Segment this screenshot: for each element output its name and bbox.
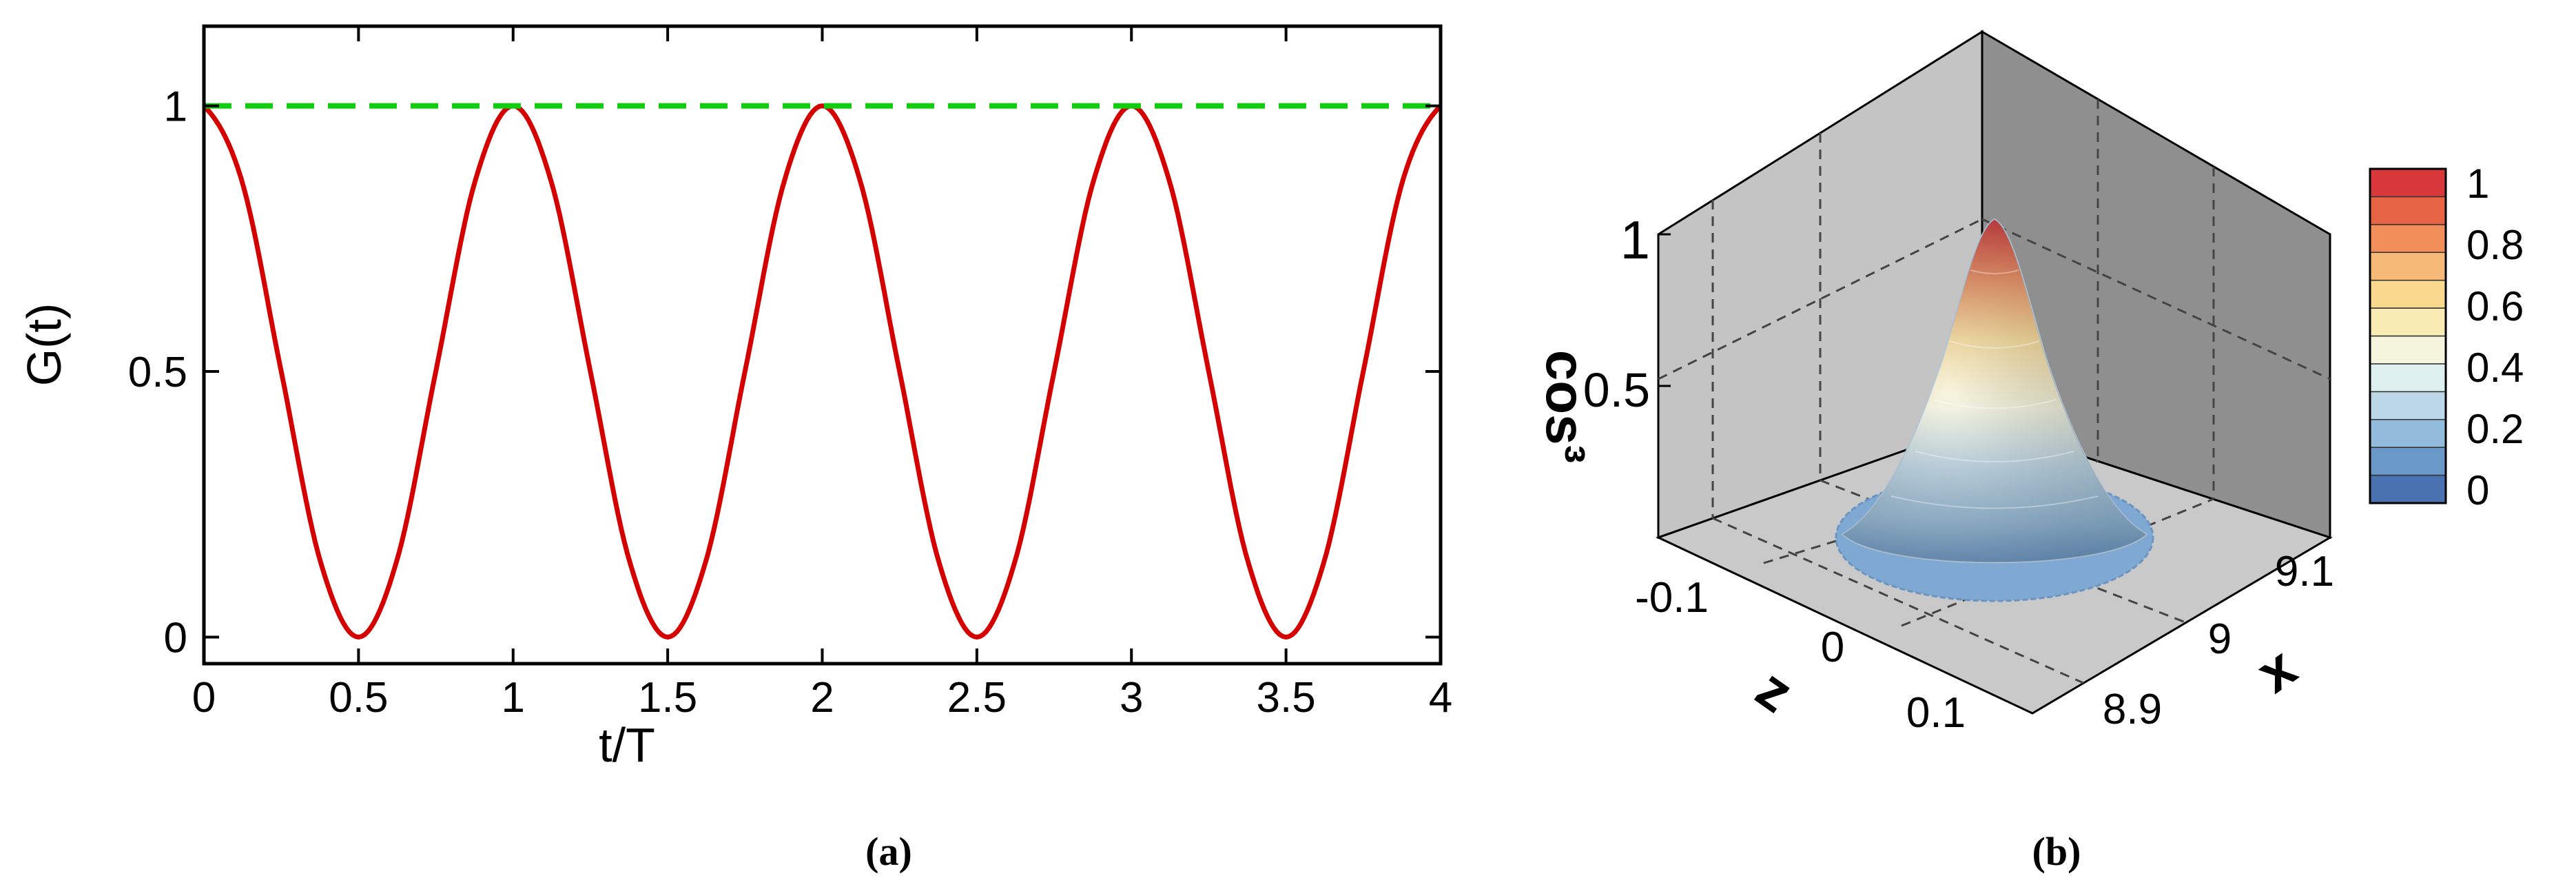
panel-b-surface-chart: 1 0.5 cos³ -0.1 0 0.1 z 8.9 9 9.1 x 0 0.2… <box>1535 30 2524 874</box>
surface-mesh-lines <box>1890 269 2099 509</box>
colorbar-segment <box>2369 252 2446 281</box>
colorbar-segment <box>2369 224 2446 254</box>
gaussian-surface <box>1835 218 2154 602</box>
colorbar-tick-label: 1 <box>2466 161 2489 207</box>
y-tick-label: 1 <box>164 83 187 131</box>
colorbar-tick-label: 0.4 <box>2466 345 2524 391</box>
depth-tick-label: 0 <box>1821 624 1844 671</box>
colorbar-tick-label: 0.2 <box>2466 406 2524 452</box>
x-tick-label: 4 <box>1429 674 1452 722</box>
z-tick-label: 0.5 <box>1583 363 1650 417</box>
x-tick-label: 2.5 <box>947 674 1007 722</box>
panel-a-line-chart: 0 0.5 1 1.5 2 2.5 3 3.5 4 0 0.5 1 t/T G(t) (a) <box>17 24 1452 874</box>
colorbar-segment <box>2369 363 2446 393</box>
colorbar-segment <box>2369 307 2446 337</box>
y-tick-label: 0.5 <box>128 349 187 396</box>
panel-b-caption: (b) <box>2032 829 2081 874</box>
colorbar-segment <box>2369 279 2446 309</box>
colorbar-segment <box>2369 447 2446 476</box>
x-axis-label-3d: x <box>2245 635 2307 705</box>
surface-shading <box>1842 219 2147 563</box>
x-tick-label: 9.1 <box>2275 548 2334 595</box>
z-axis: 1 0.5 cos³ <box>1535 210 1671 463</box>
x-tick-label: 3 <box>1120 674 1143 722</box>
colorbar-frame <box>2369 167 2447 504</box>
x-tick-label: 1.5 <box>638 674 697 722</box>
panel-a-x-axis-label: t/T <box>599 718 655 772</box>
colorbar: 0 0.2 0.4 0.6 0.8 1 <box>2369 161 2524 513</box>
series-line-g-t <box>202 103 1443 640</box>
colorbar-segment <box>2369 474 2446 504</box>
colorbar-segment <box>2369 168 2446 198</box>
panel-a-plot-frame <box>202 24 1443 666</box>
colorbar-segment <box>2369 335 2446 365</box>
x-tick-label: 2 <box>810 674 834 722</box>
panel-a-ticks-layer: 0 0.5 1 1.5 2 2.5 3 3.5 4 0 0.5 1 <box>128 26 1452 722</box>
colorbar-segment <box>2369 419 2446 448</box>
x-tick-label: 0 <box>192 674 216 722</box>
depth-axis-label: z <box>1745 657 1804 724</box>
x-tick-label: 8.9 <box>2103 686 2162 733</box>
z-axis-label: cos³ <box>1535 350 1596 464</box>
depth-tick-label: -0.1 <box>1635 574 1709 622</box>
colorbar-segment <box>2369 196 2446 225</box>
y-tick-label: 0 <box>164 614 187 662</box>
panel-a-caption: (a) <box>865 829 912 874</box>
panel-a-y-axis-label: G(t) <box>17 303 71 387</box>
colorbar-tick-label: 0.8 <box>2466 222 2524 268</box>
colorbar-segment <box>2369 391 2446 420</box>
depth-tick-label: 0.1 <box>1906 689 1966 737</box>
x-tick-label: 0.5 <box>329 674 388 722</box>
x-tick-label: 3.5 <box>1257 674 1316 722</box>
x-tick-label: 9 <box>2208 615 2232 663</box>
panel-a-series-layer <box>202 103 1443 640</box>
x-tick-label: 1 <box>502 674 525 722</box>
colorbar-tick-label: 0 <box>2466 467 2489 513</box>
z-tick-label: 1 <box>1620 210 1650 270</box>
colorbar-tick-label: 0.6 <box>2466 283 2524 329</box>
